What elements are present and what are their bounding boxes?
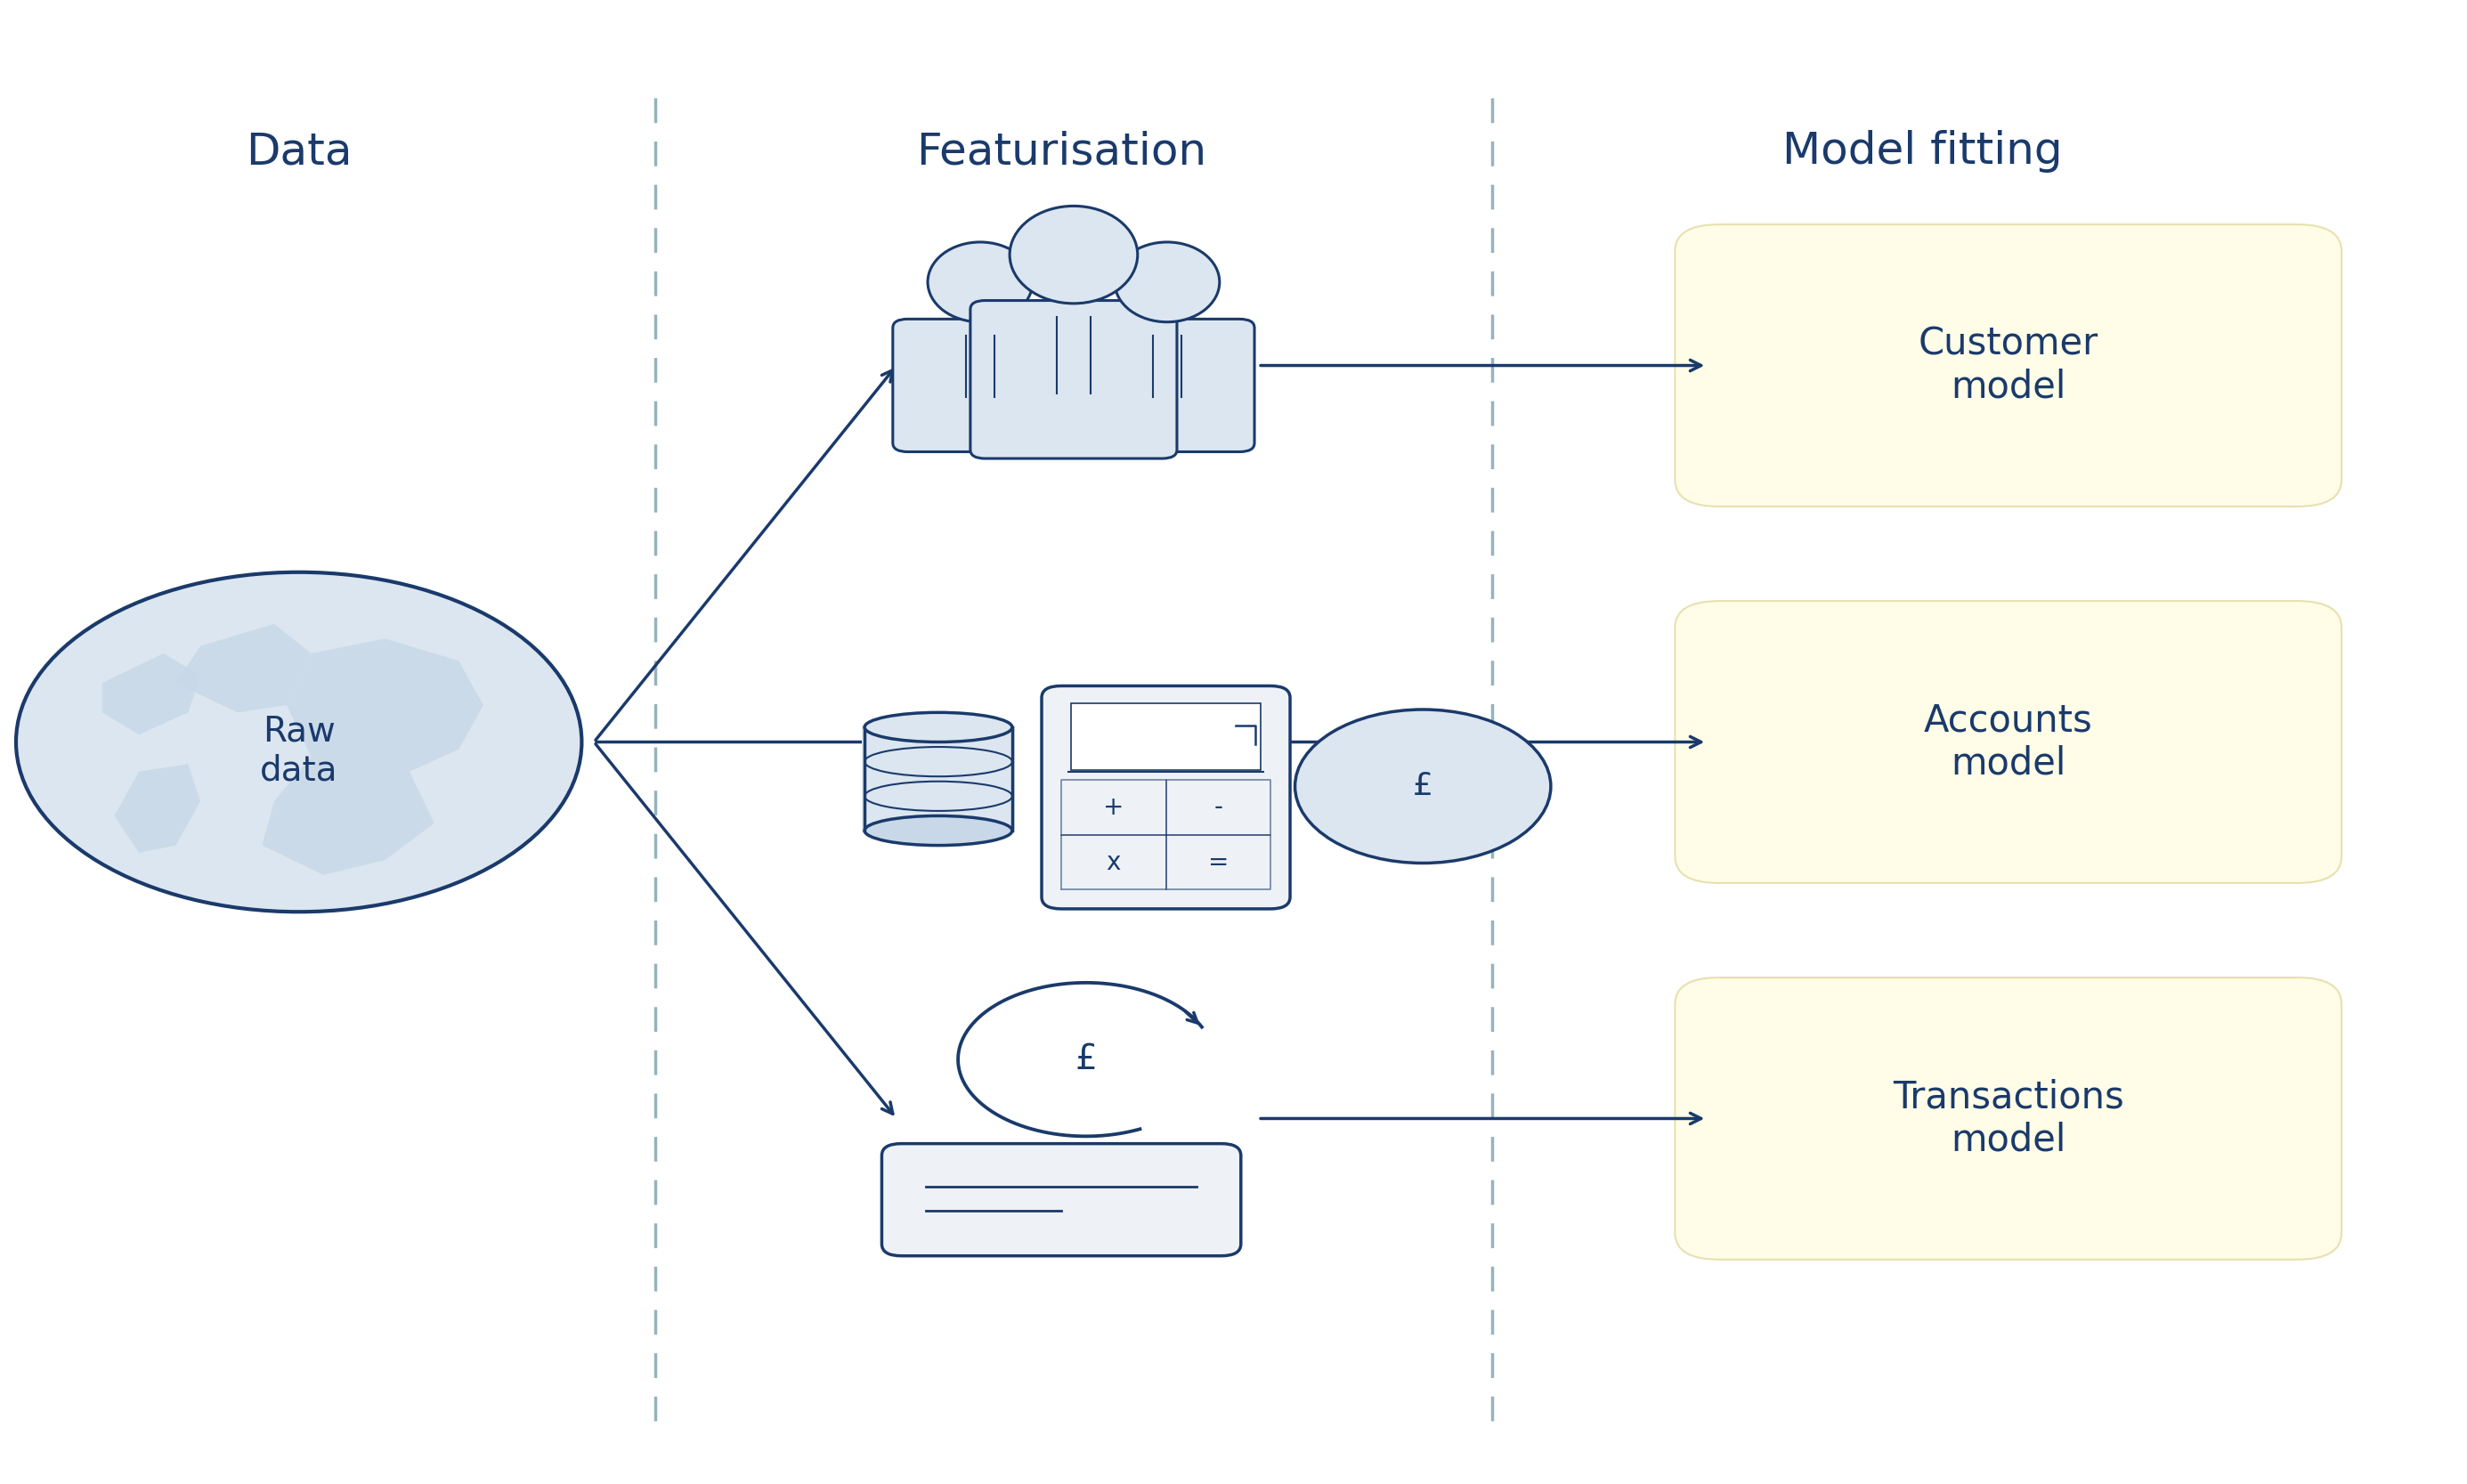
Text: £: £	[1076, 1043, 1098, 1076]
Polygon shape	[101, 653, 200, 735]
Text: Model fitting: Model fitting	[1781, 131, 2062, 172]
Text: Raw
data: Raw data	[259, 714, 338, 787]
FancyBboxPatch shape	[970, 300, 1177, 459]
Text: Customer
model: Customer model	[1919, 325, 2099, 405]
Circle shape	[1295, 709, 1552, 864]
Text: Data: Data	[247, 131, 353, 172]
Text: Transactions
model: Transactions model	[1892, 1079, 2124, 1159]
Text: Accounts
model: Accounts model	[1924, 702, 2092, 782]
FancyBboxPatch shape	[861, 726, 1014, 833]
Polygon shape	[262, 638, 484, 876]
Text: +: +	[1103, 795, 1125, 819]
Text: x: x	[1105, 850, 1120, 874]
Polygon shape	[175, 623, 311, 712]
Ellipse shape	[863, 816, 1011, 846]
Ellipse shape	[1115, 242, 1219, 322]
Ellipse shape	[1009, 206, 1137, 303]
FancyBboxPatch shape	[1071, 703, 1261, 770]
Circle shape	[15, 573, 582, 911]
FancyBboxPatch shape	[893, 319, 1068, 451]
FancyBboxPatch shape	[1675, 224, 2341, 506]
Ellipse shape	[863, 712, 1011, 742]
FancyBboxPatch shape	[1675, 601, 2341, 883]
Ellipse shape	[928, 242, 1034, 322]
Text: =: =	[1209, 850, 1229, 874]
Text: -: -	[1214, 795, 1224, 819]
Text: Featurisation: Featurisation	[915, 131, 1206, 172]
FancyBboxPatch shape	[1675, 978, 2341, 1260]
FancyBboxPatch shape	[881, 1144, 1241, 1255]
FancyBboxPatch shape	[1081, 319, 1253, 451]
Polygon shape	[113, 764, 200, 853]
Text: £: £	[1414, 772, 1433, 801]
FancyBboxPatch shape	[1041, 686, 1290, 908]
